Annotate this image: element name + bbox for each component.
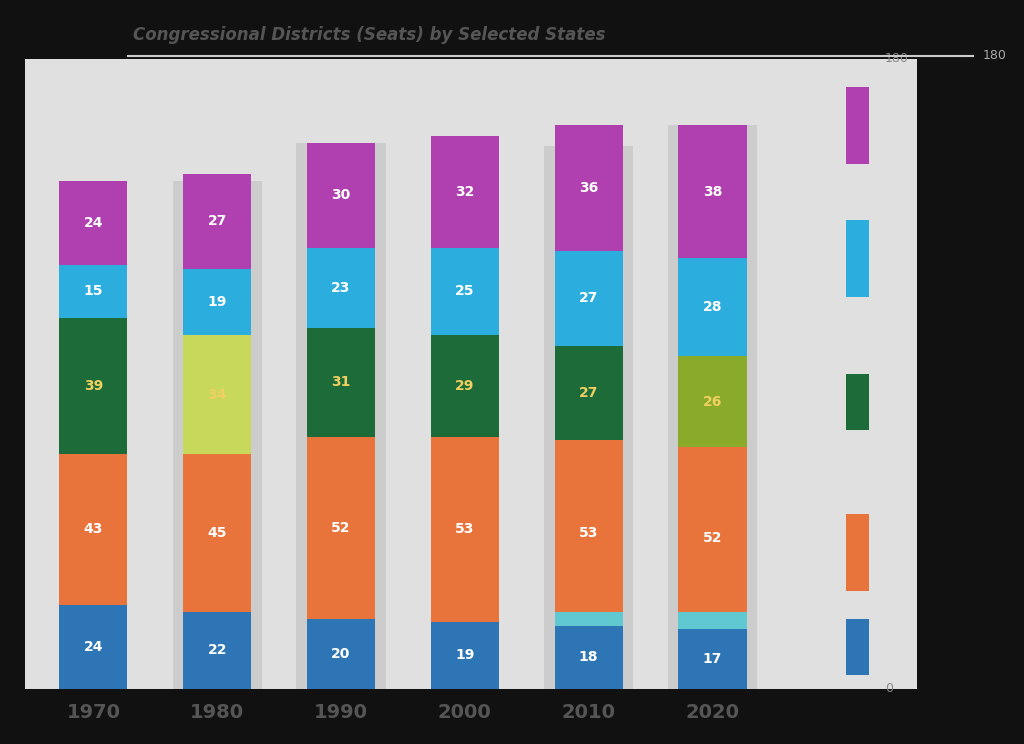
Bar <box>846 373 868 430</box>
Bar <box>431 622 499 689</box>
Bar <box>173 182 262 689</box>
Text: 27: 27 <box>208 214 227 228</box>
Bar <box>555 440 623 626</box>
Text: 29: 29 <box>455 379 474 393</box>
Bar <box>679 356 746 447</box>
Bar <box>431 437 499 622</box>
Bar <box>307 143 375 248</box>
Text: 25: 25 <box>455 284 474 298</box>
Text: Congressional Districts (Seats) by Selected States: Congressional Districts (Seats) by Selec… <box>133 26 605 44</box>
Bar <box>668 125 757 689</box>
Bar <box>679 125 746 258</box>
Bar <box>555 125 623 251</box>
Text: 18: 18 <box>579 650 598 664</box>
Bar <box>59 454 127 605</box>
Bar <box>183 454 251 612</box>
Text: 0: 0 <box>885 682 893 695</box>
Bar <box>307 619 375 689</box>
Text: 32: 32 <box>455 185 474 199</box>
Bar <box>183 336 251 454</box>
Text: 24: 24 <box>84 217 103 230</box>
Bar <box>679 447 746 629</box>
Bar <box>183 612 251 689</box>
Bar <box>296 143 386 689</box>
Text: 36: 36 <box>579 182 598 195</box>
Bar <box>183 174 251 269</box>
Text: 20: 20 <box>332 647 350 661</box>
Text: 34: 34 <box>208 388 227 402</box>
Bar <box>555 251 623 346</box>
Text: 38: 38 <box>702 185 722 199</box>
Text: 22: 22 <box>208 643 227 657</box>
Bar <box>555 612 623 626</box>
Bar <box>846 219 868 297</box>
Bar <box>307 328 375 437</box>
Bar <box>544 146 633 689</box>
Bar <box>183 269 251 336</box>
Bar <box>59 318 127 454</box>
Text: 19: 19 <box>455 649 474 662</box>
Bar <box>679 612 746 629</box>
Text: 17: 17 <box>702 652 722 666</box>
Text: 26: 26 <box>702 394 722 408</box>
Bar <box>307 248 375 328</box>
Text: 53: 53 <box>455 522 474 536</box>
Bar <box>307 437 375 619</box>
Text: 30: 30 <box>332 188 350 202</box>
Text: 31: 31 <box>332 376 350 389</box>
Bar <box>59 605 127 689</box>
Text: 180: 180 <box>885 52 908 65</box>
Text: 15: 15 <box>84 284 103 298</box>
Bar <box>555 626 623 689</box>
Bar <box>431 248 499 336</box>
Bar <box>59 182 127 265</box>
Text: 23: 23 <box>332 281 350 295</box>
Text: 19: 19 <box>208 295 227 309</box>
Bar <box>846 87 868 164</box>
Text: 45: 45 <box>208 526 227 540</box>
Bar <box>679 629 746 689</box>
Text: 27: 27 <box>579 292 598 306</box>
Bar <box>846 619 868 675</box>
Bar <box>59 265 127 318</box>
Text: 180: 180 <box>983 49 1007 62</box>
Text: 27: 27 <box>579 386 598 400</box>
Text: 43: 43 <box>84 522 103 536</box>
Text: 39: 39 <box>84 379 103 393</box>
Bar <box>846 513 868 591</box>
Text: 24: 24 <box>84 640 103 654</box>
Bar <box>431 336 499 437</box>
Text: 52: 52 <box>702 531 722 545</box>
Text: 53: 53 <box>579 526 598 540</box>
Bar <box>679 258 746 356</box>
Bar <box>431 135 499 248</box>
Bar <box>555 346 623 440</box>
Text: 28: 28 <box>702 300 722 314</box>
Text: 52: 52 <box>332 521 351 535</box>
